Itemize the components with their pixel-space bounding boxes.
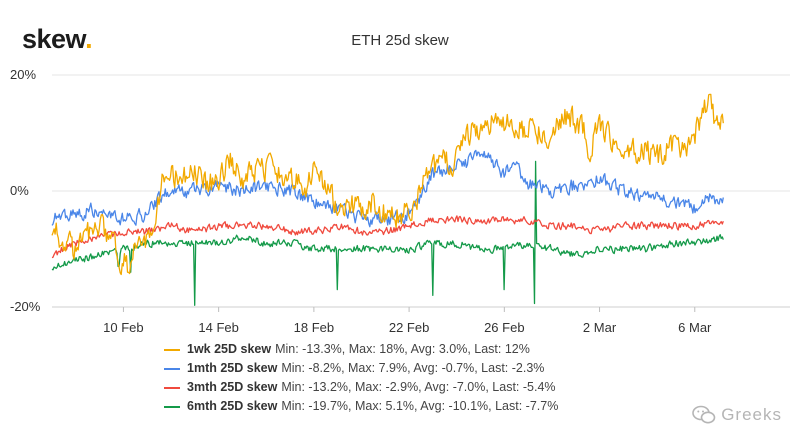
legend-series-stats: Min: -13.3%, Max: 18%, Avg: 3.0%, Last: … — [275, 342, 530, 356]
x-tick-label: 2 Mar — [583, 320, 617, 335]
axis-layer: 20% 0% -20% 10 Feb 14 Feb 18 Feb 22 Feb 26 Feb 2… — [10, 67, 790, 335]
legend-series-name: 6mth 25D skew — [187, 399, 278, 413]
y-tick-label: 0% — [10, 183, 29, 198]
x-tick-label: 10 Feb — [103, 320, 143, 335]
series-line-1wk — [51, 93, 724, 276]
x-tick-label: 22 Feb — [389, 320, 429, 335]
x-tick-label: 14 Feb — [198, 320, 238, 335]
legend-item-1mth[interactable]: 1mth 25D skew Min: -8.2%, Max: 7.9%, Avg:… — [164, 359, 558, 378]
legend-swatch — [164, 348, 180, 351]
series-layer — [51, 93, 724, 306]
legend-series-name: 1wk 25D skew — [187, 342, 272, 356]
watermark-text: Greeks — [721, 405, 782, 424]
legend-swatch — [164, 386, 180, 389]
y-tick-label: 20% — [10, 67, 36, 82]
legend-item-3mth[interactable]: 3mth 25D skew Min: -13.2%, Max: -2.9%, Av… — [164, 378, 558, 397]
legend-item-1wk[interactable]: 1wk 25D skew Min: -13.3%, Max: 18%, Avg: … — [164, 340, 558, 359]
series-line-1mth — [51, 149, 724, 228]
x-tick-label: 6 Mar — [678, 320, 712, 335]
logo-dot: . — [85, 24, 93, 54]
legend-swatch — [164, 405, 180, 408]
skew-logo: skew. — [22, 24, 93, 55]
legend-series-stats: Min: -19.7%, Max: 5.1%, Avg: -10.1%, Las… — [281, 399, 559, 413]
legend: 1wk 25D skew Min: -13.3%, Max: 18%, Avg: … — [164, 340, 558, 416]
legend-series-stats: Min: -13.2%, Max: -2.9%, Avg: -7.0%, Las… — [281, 380, 556, 394]
legend-series-name: 1mth 25D skew — [187, 361, 278, 375]
legend-series-stats: Min: -8.2%, Max: 7.9%, Avg: -0.7%, Last:… — [281, 361, 545, 375]
legend-item-6mth[interactable]: 6mth 25D skew Min: -19.7%, Max: 5.1%, Avg… — [164, 397, 558, 416]
x-tick-label: 26 Feb — [484, 320, 524, 335]
x-tick-label: 18 Feb — [294, 320, 334, 335]
series-line-3mth — [51, 215, 724, 259]
watermark: Greeks — [692, 405, 782, 425]
series-line-6mth — [51, 160, 724, 306]
y-tick-label: -20% — [10, 299, 41, 314]
wechat-icon — [692, 405, 716, 424]
logo-text: skew — [22, 24, 86, 54]
chart-title: ETH 25d skew — [351, 32, 449, 49]
legend-series-name: 3mth 25D skew — [187, 380, 278, 394]
legend-swatch — [164, 367, 180, 370]
